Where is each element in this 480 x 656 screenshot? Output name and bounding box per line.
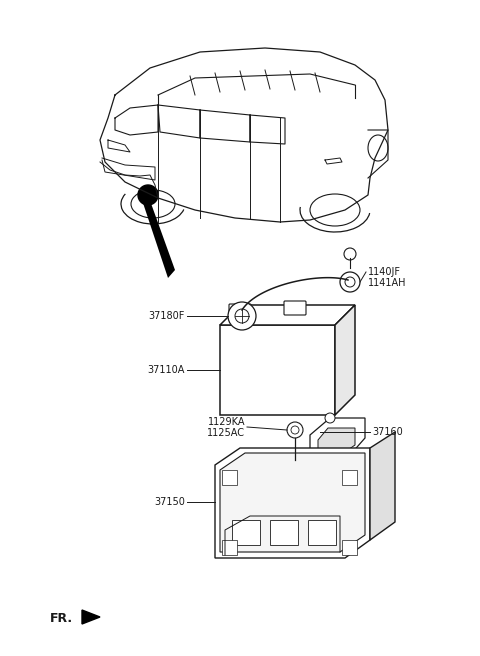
Circle shape (287, 422, 303, 438)
Text: 1141AH: 1141AH (368, 278, 407, 288)
Text: 37180F: 37180F (149, 311, 185, 321)
Text: 1129KA: 1129KA (207, 417, 245, 427)
Circle shape (235, 309, 249, 323)
Circle shape (344, 248, 356, 260)
Polygon shape (215, 448, 370, 558)
Text: 37110A: 37110A (148, 365, 185, 375)
FancyBboxPatch shape (229, 304, 251, 318)
Bar (308, 520, 336, 545)
Text: 37150: 37150 (154, 497, 185, 507)
FancyBboxPatch shape (284, 301, 306, 315)
Bar (220, 325, 335, 415)
Polygon shape (220, 305, 355, 325)
Bar (342, 540, 357, 555)
Circle shape (345, 277, 355, 287)
Polygon shape (335, 305, 355, 415)
Bar (232, 520, 260, 545)
Polygon shape (220, 453, 365, 552)
Polygon shape (142, 195, 175, 278)
Circle shape (340, 272, 360, 292)
Text: 1125AC: 1125AC (207, 428, 245, 438)
Polygon shape (82, 610, 100, 624)
Bar (342, 470, 357, 485)
Circle shape (291, 426, 299, 434)
Bar (270, 520, 298, 545)
Circle shape (325, 413, 335, 423)
Circle shape (228, 302, 256, 330)
Text: 37160: 37160 (372, 427, 403, 437)
Polygon shape (318, 428, 355, 452)
Polygon shape (370, 432, 395, 540)
Polygon shape (310, 418, 365, 455)
Bar (222, 470, 237, 485)
Bar (222, 540, 237, 555)
Text: 1140JF: 1140JF (368, 267, 401, 277)
Circle shape (138, 185, 158, 205)
Text: FR.: FR. (50, 611, 73, 625)
